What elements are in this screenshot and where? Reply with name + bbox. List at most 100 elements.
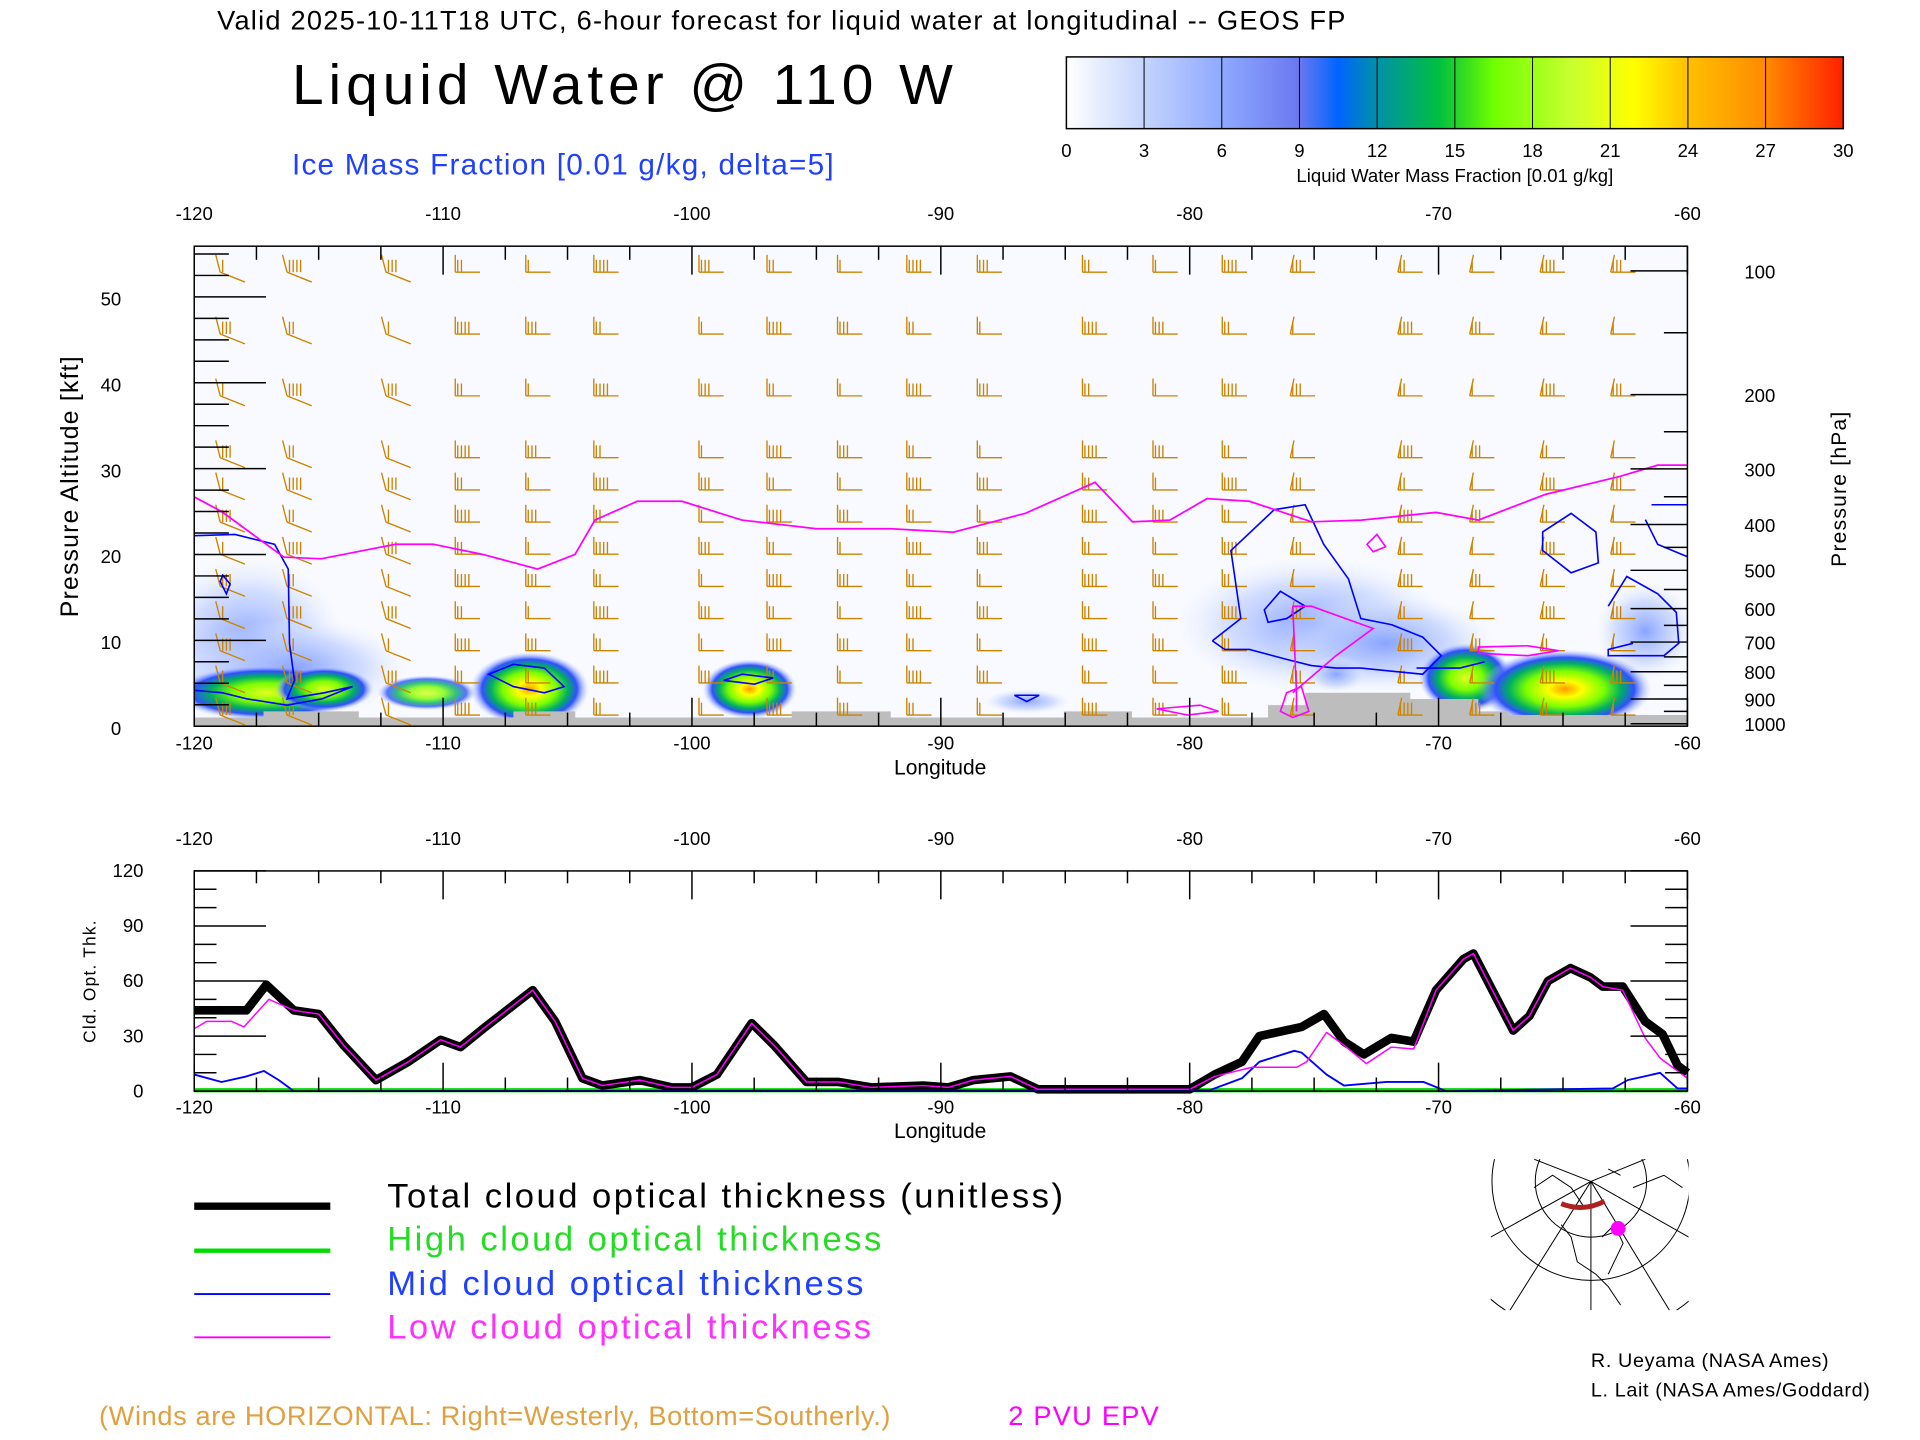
- wind-barb: [380, 601, 411, 630]
- section-x-label: Longitude: [894, 756, 986, 779]
- wind-barb: [698, 633, 724, 652]
- bottom-lon-label: -100: [673, 733, 710, 754]
- wind-barb: [976, 536, 1003, 555]
- wind-barb: [976, 569, 1003, 588]
- wind-barb: [380, 440, 411, 469]
- wind-barb: [1081, 665, 1108, 684]
- wind-barb: [836, 536, 863, 555]
- wind-barb: [593, 254, 619, 273]
- wind-barb: [380, 254, 411, 283]
- wind-barb: [1221, 472, 1248, 491]
- top-lon-label: -80: [1176, 828, 1203, 849]
- wind-barb: [1081, 633, 1108, 652]
- epv-contour-details: [1156, 533, 1559, 719]
- bottom-lon-label: -100: [673, 1096, 710, 1117]
- wind-barb: [1397, 697, 1423, 716]
- wind-barb: [766, 254, 792, 273]
- wind-barb: [1289, 440, 1316, 459]
- wind-barb: [1152, 569, 1178, 588]
- wind-barb: [906, 697, 932, 716]
- legend-total: Total cloud optical thickness (unitless): [387, 1177, 1065, 1215]
- wind-barb: [906, 633, 932, 652]
- wind-barb: [454, 472, 480, 491]
- top-lon-label: -100: [673, 203, 710, 224]
- wind-barb: [976, 254, 1003, 273]
- figure-title: Liquid Water @ 110 W: [292, 53, 958, 117]
- wind-barb: [1152, 440, 1178, 459]
- wind-barb: [976, 697, 1003, 716]
- wind-barb: [380, 633, 411, 662]
- wind-barb: [1221, 254, 1248, 273]
- wind-barb: [380, 568, 411, 597]
- pressure-tick-label: 200: [1744, 385, 1775, 406]
- wind-barb: [766, 569, 792, 588]
- wind-barb: [593, 378, 619, 397]
- wind-barb: [380, 378, 411, 407]
- wind-barb: [525, 440, 551, 459]
- wind-barb: [215, 378, 246, 407]
- wind-barb: [525, 697, 551, 716]
- wind-barb: [380, 504, 411, 533]
- wind-barb: [1539, 665, 1565, 684]
- wind-barb: [698, 697, 724, 716]
- wind-barb: [766, 472, 792, 491]
- wind-barb: [593, 569, 619, 588]
- top-lon-label: -60: [1674, 203, 1701, 224]
- wind-barb: [1289, 378, 1316, 397]
- colorbar-tick-label: 30: [1833, 140, 1854, 161]
- wind-barb: [215, 601, 246, 630]
- colorbar-tick-label: 0: [1061, 140, 1071, 161]
- wind-barb: [1152, 601, 1178, 620]
- wind-barb: [1610, 601, 1636, 620]
- wind-barb: [1152, 536, 1178, 555]
- wind-barb: [1610, 316, 1636, 335]
- wind-barb: [281, 440, 313, 469]
- colorbar-tick-label: 21: [1600, 140, 1621, 161]
- wind-barb: [525, 472, 551, 491]
- wind-barb: [836, 316, 863, 335]
- top-lon-label: -120: [176, 828, 213, 849]
- bottom-lon-label: -120: [176, 1096, 213, 1117]
- wind-barb: [976, 665, 1003, 684]
- top-lon-label: -90: [927, 203, 954, 224]
- wind-barb: [1081, 569, 1108, 588]
- legend: Total cloud optical thickness (unitless)…: [194, 1177, 1065, 1347]
- wind-barb: [1081, 316, 1108, 335]
- optical-x-label: Longitude: [894, 1120, 986, 1143]
- wind-barb: [593, 665, 619, 684]
- credit-ueyama: R. Ueyama (NASA Ames): [1591, 1350, 1829, 1372]
- wind-barb: [1152, 633, 1178, 652]
- wind-barb: [1081, 378, 1108, 397]
- colorbar-tick-label: 9: [1294, 140, 1304, 161]
- pressure-tick-label: 100: [1744, 261, 1775, 282]
- wind-barb: [1152, 697, 1178, 716]
- wind-barb: [698, 378, 724, 397]
- wind-barb: [906, 665, 932, 684]
- wind-barb: [1469, 316, 1495, 335]
- wind-barb: [454, 378, 480, 397]
- wind-barb: [1397, 633, 1423, 652]
- wind-barb: [1289, 472, 1316, 491]
- colorbar-tick-label: 6: [1217, 140, 1227, 161]
- wind-barb: [1221, 569, 1248, 588]
- wind-barb: [1610, 697, 1636, 716]
- wind-barb: [836, 665, 863, 684]
- wind-barb: [1469, 697, 1495, 716]
- wind-barb: [976, 378, 1003, 397]
- wind-barb: [593, 440, 619, 459]
- altitude-tick-label: 50: [101, 289, 122, 310]
- wind-barb: [525, 378, 551, 397]
- figure-subtitle: Valid 2025-10-11T18 UTC, 6-hour forecast…: [217, 5, 1347, 36]
- wind-barb: [1539, 568, 1565, 588]
- bottom-lon-label: -110: [425, 733, 461, 754]
- wind-barb: [593, 601, 619, 620]
- wind-barb: [1469, 472, 1495, 491]
- wind-barb: [525, 569, 551, 588]
- wind-barb: [1610, 665, 1636, 684]
- wind-barb: [1152, 665, 1178, 684]
- wind-barb: [525, 665, 551, 684]
- pressure-tick-label: 700: [1744, 632, 1775, 653]
- wind-barb: [454, 316, 480, 335]
- colorbar-label: Liquid Water Mass Fraction [0.01 g/kg]: [1296, 165, 1613, 186]
